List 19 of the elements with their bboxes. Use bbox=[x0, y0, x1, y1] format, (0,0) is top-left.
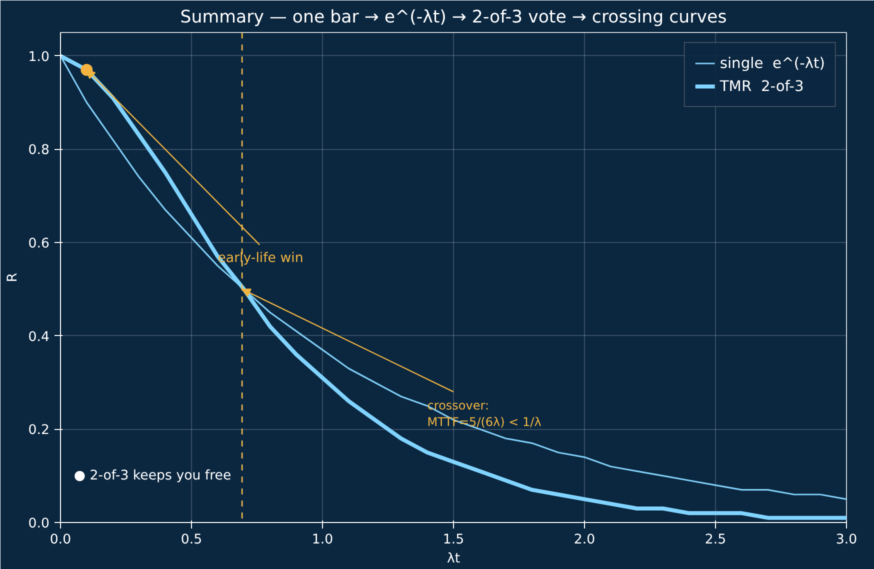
y-tick-label: 0.0 bbox=[28, 516, 50, 532]
y-tick-label: 0.4 bbox=[28, 330, 50, 345]
y-axis-title: R bbox=[5, 272, 20, 282]
annotation: ● 2-of-3 keeps you free bbox=[74, 468, 232, 484]
legend-label: TMR 2-of-3 bbox=[720, 78, 804, 94]
x-tick-label: 2.0 bbox=[574, 532, 596, 548]
x-tick-label: 1.5 bbox=[442, 532, 464, 548]
y-tick-label: 0.6 bbox=[28, 236, 50, 252]
x-axis-title: λt bbox=[446, 552, 460, 566]
legend-label: single e^(-λt) bbox=[720, 54, 825, 72]
y-tick-label: 1.0 bbox=[28, 50, 50, 65]
x-tick-label: 1.0 bbox=[312, 532, 334, 548]
x-tick-label: 2.5 bbox=[704, 532, 726, 548]
y-tick-label: 0.2 bbox=[28, 423, 50, 438]
x-tick-label: 0.0 bbox=[50, 532, 72, 548]
y-tick-label: 0.8 bbox=[28, 143, 50, 158]
chart-title: Summary — one bar → e^(-λt) → 2-of-3 vote → crossing curves bbox=[180, 8, 727, 28]
x-tick-label: 3.0 bbox=[836, 532, 858, 548]
x-tick-label: 0.5 bbox=[180, 532, 202, 548]
